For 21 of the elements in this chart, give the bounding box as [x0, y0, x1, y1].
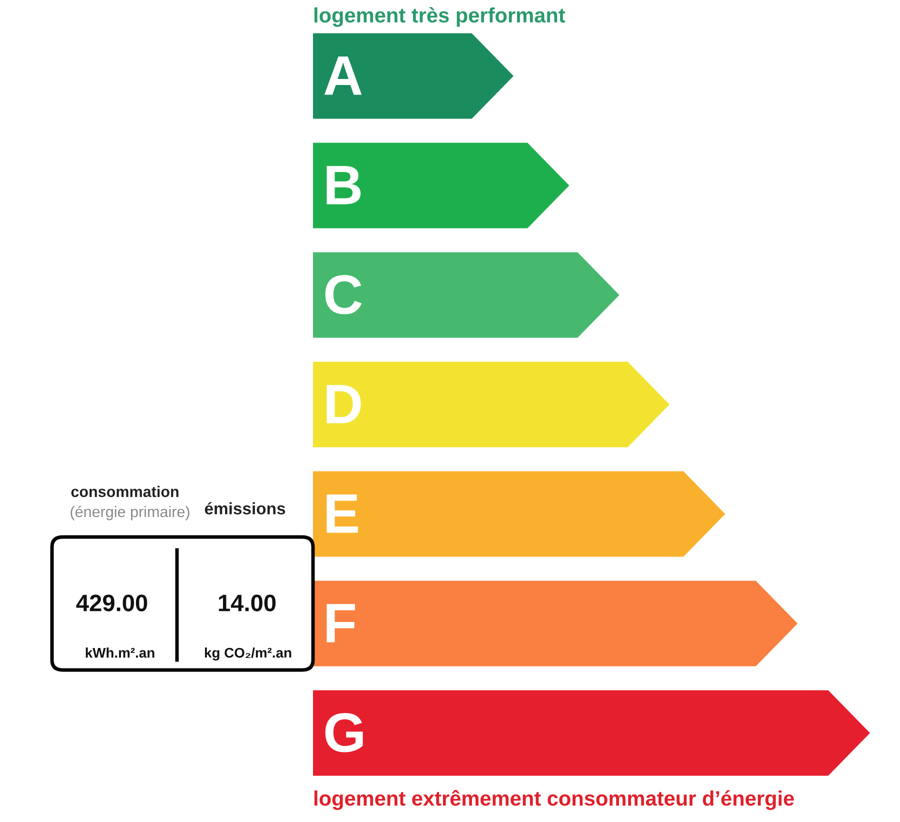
- y-tick-label: C: [325, 274, 362, 314]
- text: logement extrêmement consommateur d’énergie: [314, 790, 794, 810]
- text: consommation: [71, 486, 178, 498]
- text: 14.00: [218, 594, 276, 612]
- text: (énergie primaire): [70, 506, 190, 520]
- y-tick-label: D: [326, 385, 361, 424]
- y-tick-label: F: [326, 604, 355, 642]
- y-tick-label: E: [326, 494, 358, 533]
- bar: [313, 362, 670, 448]
- text: kg CO₂/m².an: [204, 647, 292, 661]
- bar: [313, 580, 798, 666]
- bar: [313, 252, 620, 338]
- y-tick-label: B: [326, 166, 361, 204]
- y-tick-label: G: [325, 712, 363, 752]
- text: kWh.m².an: [86, 648, 154, 658]
- bar: [313, 471, 726, 557]
- text: émissions: [204, 502, 286, 514]
- text: 429.00: [76, 594, 148, 612]
- y-tick-label: A: [324, 56, 362, 95]
- chart-title: logement très performant: [314, 7, 566, 27]
- bar: [313, 690, 870, 776]
